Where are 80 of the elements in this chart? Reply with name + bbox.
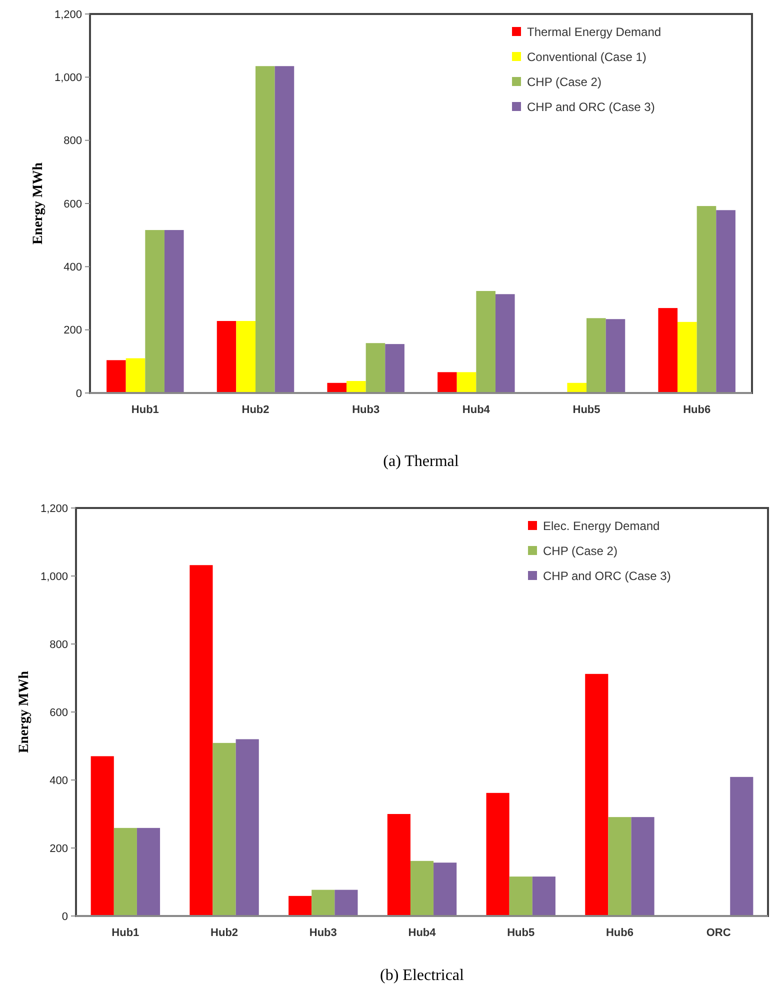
x-tick-label: Hub1 xyxy=(131,404,159,416)
y-tick-label: 1,200 xyxy=(40,502,68,515)
bar xyxy=(438,372,457,393)
bar xyxy=(236,739,259,916)
bar xyxy=(145,230,164,393)
bar xyxy=(334,890,358,916)
bar xyxy=(486,792,510,916)
x-tick-label: ORC xyxy=(706,927,731,939)
bar xyxy=(608,817,632,916)
x-tick-label: Hub3 xyxy=(352,404,380,416)
bar xyxy=(532,876,556,916)
x-tick-label: Hub6 xyxy=(606,927,634,939)
bar xyxy=(236,320,256,393)
y-tick-label: 1,200 xyxy=(54,8,82,21)
legend-label: CHP and ORC (Case 3) xyxy=(527,100,655,114)
legend-label: Thermal Energy Demand xyxy=(527,25,662,40)
x-tick-label: Hub5 xyxy=(507,927,535,939)
legend-label: CHP (Case 2) xyxy=(527,75,602,90)
y-tick-label: 600 xyxy=(64,198,82,210)
legend-label: Conventional (Case 1) xyxy=(527,50,646,64)
bar xyxy=(716,210,736,393)
bar xyxy=(312,890,335,916)
y-axis-title: Energy MWh xyxy=(17,670,32,754)
bar xyxy=(678,322,697,393)
x-tick-label: Hub3 xyxy=(309,927,337,939)
bar xyxy=(567,382,586,393)
bar xyxy=(90,756,114,916)
y-tick-label: 0 xyxy=(62,910,68,923)
bar xyxy=(216,320,236,393)
bar xyxy=(385,344,404,393)
bar xyxy=(586,318,606,393)
y-tick-label: 200 xyxy=(50,842,68,855)
y-axis-title: Energy MWh xyxy=(31,162,46,245)
bar xyxy=(434,862,457,916)
y-tick-label: 400 xyxy=(64,262,82,274)
bar xyxy=(136,828,160,916)
bar xyxy=(631,817,654,916)
bar xyxy=(476,290,496,393)
bar xyxy=(114,828,137,916)
y-tick-label: 0 xyxy=(76,388,82,400)
text: (a) Thermal xyxy=(383,453,460,470)
bar xyxy=(658,308,678,393)
bar xyxy=(288,896,312,916)
bar xyxy=(346,381,366,393)
legend-label: CHP (Case 2) xyxy=(543,544,618,558)
x-tick-label: Hub4 xyxy=(462,404,491,416)
y-tick-label: 1,000 xyxy=(54,72,82,84)
bar xyxy=(730,776,754,916)
bar xyxy=(696,206,716,393)
y-tick-label: 800 xyxy=(50,638,68,651)
bar xyxy=(327,382,347,393)
y-tick-label: 800 xyxy=(64,135,82,148)
bar xyxy=(190,565,213,916)
y-tick-label: 200 xyxy=(64,324,82,337)
bar xyxy=(366,343,386,393)
bar xyxy=(164,230,184,393)
bar xyxy=(126,358,146,393)
text: (b) Electrical xyxy=(380,967,465,984)
bar xyxy=(410,860,434,916)
bar xyxy=(509,876,532,916)
legend-label: Elec. Energy Demand xyxy=(543,519,660,534)
bar xyxy=(387,814,410,916)
bar xyxy=(585,674,608,916)
bar xyxy=(606,319,626,393)
bar xyxy=(274,66,294,393)
x-tick-label: Hub2 xyxy=(210,927,238,939)
x-tick-label: Hub4 xyxy=(408,927,437,939)
bar xyxy=(495,294,515,393)
x-tick-label: Hub2 xyxy=(242,404,270,416)
y-tick-label: 1,000 xyxy=(40,570,68,583)
y-tick-label: 600 xyxy=(50,706,68,719)
x-tick-label: Hub6 xyxy=(683,404,711,416)
bar xyxy=(256,66,275,393)
legend-label: CHP and ORC (Case 3) xyxy=(543,569,671,584)
x-tick-label: Hub1 xyxy=(112,927,140,939)
x-tick-label: Hub5 xyxy=(572,404,600,416)
bar xyxy=(456,372,476,393)
y-tick-label: 400 xyxy=(50,774,68,787)
bar xyxy=(106,360,126,393)
bar xyxy=(212,742,236,916)
